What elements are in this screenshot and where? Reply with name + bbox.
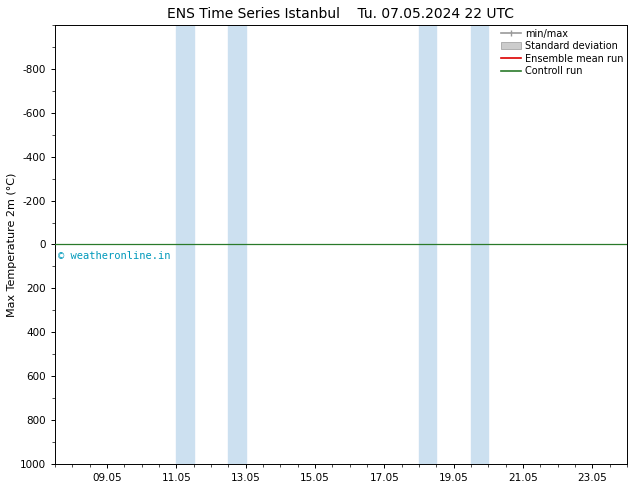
Title: ENS Time Series Istanbul    Tu. 07.05.2024 22 UTC: ENS Time Series Istanbul Tu. 07.05.2024 … xyxy=(167,7,514,21)
Legend: min/max, Standard deviation, Ensemble mean run, Controll run: min/max, Standard deviation, Ensemble me… xyxy=(500,27,625,78)
Y-axis label: Max Temperature 2m (°C): Max Temperature 2m (°C) xyxy=(7,172,17,317)
Bar xyxy=(419,25,436,464)
Bar xyxy=(471,25,488,464)
Bar xyxy=(228,25,245,464)
Bar xyxy=(176,25,193,464)
Text: © weatheronline.in: © weatheronline.in xyxy=(58,251,171,261)
